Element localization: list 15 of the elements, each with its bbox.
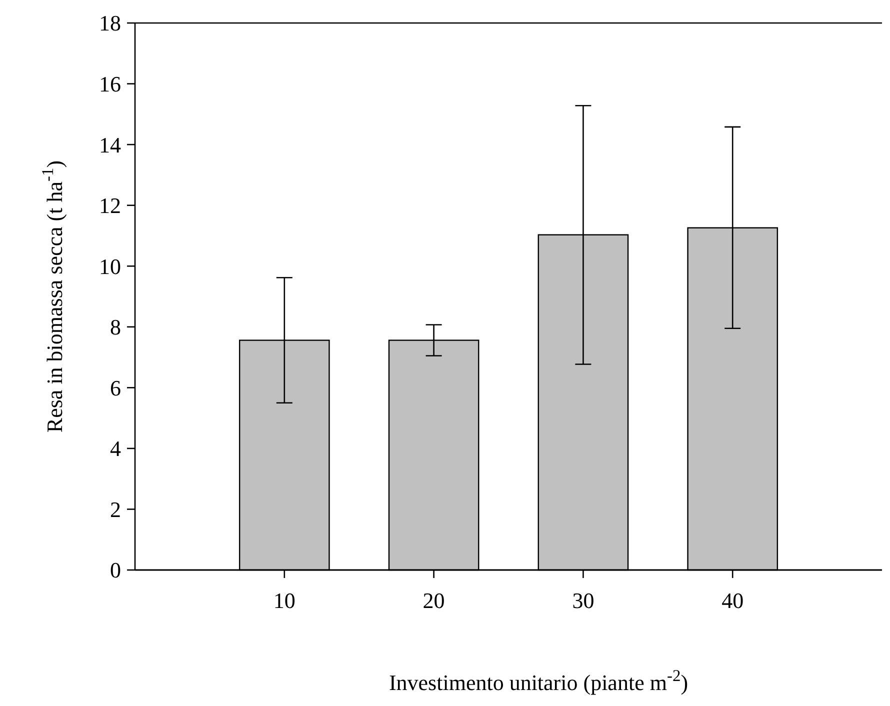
y-tick-label: 4 [110,436,121,462]
y-tick-label: 18 [99,10,121,36]
y-tick-label: 8 [110,314,121,340]
y-tick-label: 12 [99,193,121,218]
y-tick-label: 0 [110,558,121,583]
x-tick-label: 10 [273,588,296,613]
x-tick-label: 40 [722,588,744,613]
y-tick-label: 2 [110,496,121,522]
x-axis-title: Investimento unitario (piante m$^{-2}$) [388,666,688,695]
y-tick-label: 10 [99,254,121,279]
y-tick-label: 14 [99,132,121,158]
y-tick-label: 6 [110,375,121,400]
x-tick-label: 20 [422,588,445,613]
y-tick-label: 16 [99,71,121,96]
x-tick-label: 30 [572,588,594,613]
